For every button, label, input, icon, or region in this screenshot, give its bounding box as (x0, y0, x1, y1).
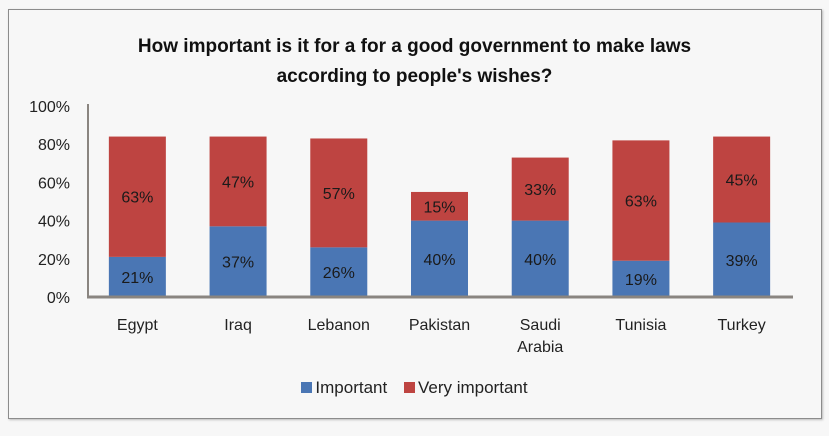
data-label-very-important-lebanon: 57% (323, 186, 355, 203)
x-tick-label-lebanon: Lebanon (308, 317, 370, 334)
bar-very-important-egypt (108, 136, 166, 257)
legend-swatch-important (301, 382, 313, 393)
data-label-very-important-tunisia: 63% (625, 194, 657, 211)
bar-very-important-iraq (209, 136, 267, 227)
data-label-very-important-turkey: 45% (726, 173, 758, 190)
y-tick-label-0: 0% (47, 290, 70, 307)
y-tick-label-100: 100% (29, 99, 70, 116)
x-tick-label-iraq: Iraq (224, 317, 252, 334)
data-label-important-turkey: 39% (726, 253, 758, 270)
data-label-very-important-egypt: 63% (121, 190, 153, 207)
bar-very-important-lebanon (310, 138, 368, 248)
data-label-important-iraq: 37% (222, 255, 254, 272)
bar-important-lebanon (310, 247, 368, 297)
data-label-important-saudi-arabia: 40% (524, 252, 556, 269)
data-label-very-important-pakistan: 15% (423, 199, 455, 216)
x-tick-label-tunisia: Tunisia (615, 317, 666, 334)
chart-title-line-1: How important is it for a for a good gov… (137, 36, 692, 57)
bar-very-important-pakistan (411, 191, 468, 221)
chart-title: How important is it for a for a good gov… (0, 32, 829, 92)
legend-label-very-important: Very important (417, 378, 528, 397)
data-label-important-egypt: 21% (121, 270, 153, 287)
legend-label-important: Important (315, 378, 388, 397)
data-label-important-lebanon: 26% (323, 265, 355, 282)
x-tick-label-saudi-arabia-line-1: Saudi (520, 317, 561, 334)
x-tick-label-turkey: Turkey (717, 317, 765, 334)
y-tick-label-80: 80% (38, 137, 70, 154)
data-label-important-pakistan: 40% (423, 252, 455, 269)
legend-swatch-very-important (403, 382, 415, 393)
bar-important-tunisia (612, 260, 670, 297)
legend-item-very-important: Very important (403, 378, 528, 398)
x-tick-label-egypt: Egypt (117, 317, 158, 334)
data-label-very-important-iraq: 47% (222, 174, 254, 191)
bar-important-egypt (108, 256, 166, 297)
legend: Important Very important (0, 378, 829, 398)
bar-very-important-turkey (713, 136, 771, 223)
chart-title-line-2: according to people's wishes? (276, 66, 553, 87)
x-tick-label-saudi-arabia-line-2: Arabia (517, 339, 563, 356)
bar-very-important-saudi-arabia (511, 157, 569, 221)
y-tick-label-20: 20% (38, 252, 70, 269)
y-tick-label-60: 60% (38, 175, 70, 192)
y-tick-label-40: 40% (38, 214, 70, 231)
bar-very-important-tunisia (612, 140, 670, 261)
bar-important-pakistan (411, 220, 468, 297)
data-label-important-tunisia: 19% (625, 272, 657, 289)
bar-important-saudi-arabia (511, 220, 569, 297)
bar-important-turkey (713, 222, 771, 297)
bar-important-iraq (209, 226, 267, 297)
legend-item-important: Important (301, 378, 387, 398)
data-label-very-important-saudi-arabia: 33% (524, 182, 556, 199)
x-tick-label-pakistan: Pakistan (409, 317, 470, 334)
